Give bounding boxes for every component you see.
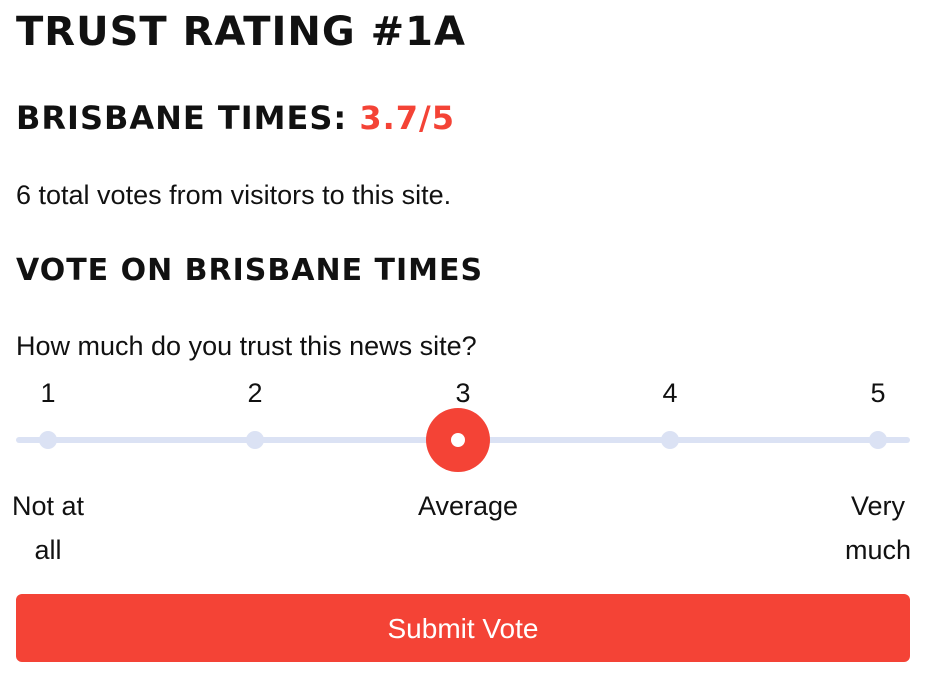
tick-label-4: 4 [662, 378, 678, 408]
submit-vote-button[interactable]: Submit Vote [16, 594, 910, 662]
tick-label-2: 2 [247, 378, 263, 408]
scale-label-low: Not at all [0, 484, 103, 572]
scale-label-mid-text: Average [417, 491, 519, 521]
site-name: BRISBANE TIMES: [16, 99, 348, 137]
rating-score: 3.7/5 [359, 99, 455, 137]
scale-label-low-line1: Not at [11, 491, 85, 521]
scale-label-low-line2: all [34, 535, 62, 565]
vote-count-text: 6 total votes from visitors to this site… [16, 180, 452, 210]
trust-question: How much do you trust this news site? [16, 331, 477, 361]
site-rating-heading: BRISBANE TIMES: 3.7/5 [16, 96, 455, 140]
trust-slider-thumb[interactable] [426, 408, 490, 472]
tick-label-5: 5 [870, 378, 886, 408]
slider-stop-4[interactable] [661, 431, 679, 449]
slider-stop-2[interactable] [246, 431, 264, 449]
slider-thumb-center [451, 433, 465, 447]
tick-label-3: 3 [455, 378, 471, 408]
scale-label-high-line2: much [844, 535, 912, 565]
vote-section-title: VOTE ON BRISBANE TIMES [16, 253, 484, 288]
scale-label-mid: Average [413, 484, 523, 528]
scale-label-high-line1: Very [850, 491, 906, 521]
slider-stop-1[interactable] [39, 431, 57, 449]
scale-label-high: Very much [823, 484, 933, 572]
slider-stop-5[interactable] [869, 431, 887, 449]
tick-label-1: 1 [40, 378, 56, 408]
page-title: TRUST RATING #1A [16, 9, 466, 55]
